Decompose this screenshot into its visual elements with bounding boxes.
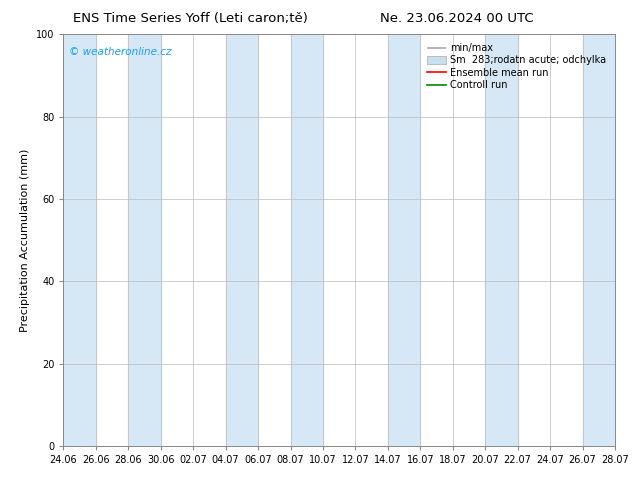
- Bar: [583, 34, 615, 446]
- Text: © weatheronline.cz: © weatheronline.cz: [69, 47, 171, 57]
- Bar: [128, 34, 161, 446]
- Bar: [388, 34, 420, 446]
- Text: Ne. 23.06.2024 00 UTC: Ne. 23.06.2024 00 UTC: [380, 12, 533, 25]
- Bar: [63, 34, 96, 446]
- Text: ENS Time Series Yoff (Leti caron;tě): ENS Time Series Yoff (Leti caron;tě): [73, 12, 307, 25]
- Bar: [290, 34, 323, 446]
- Bar: [485, 34, 517, 446]
- Bar: [226, 34, 258, 446]
- Y-axis label: Precipitation Accumulation (mm): Precipitation Accumulation (mm): [20, 148, 30, 332]
- Legend: min/max, Sm  283;rodatn acute; odchylka, Ensemble mean run, Controll run: min/max, Sm 283;rodatn acute; odchylka, …: [423, 39, 610, 94]
